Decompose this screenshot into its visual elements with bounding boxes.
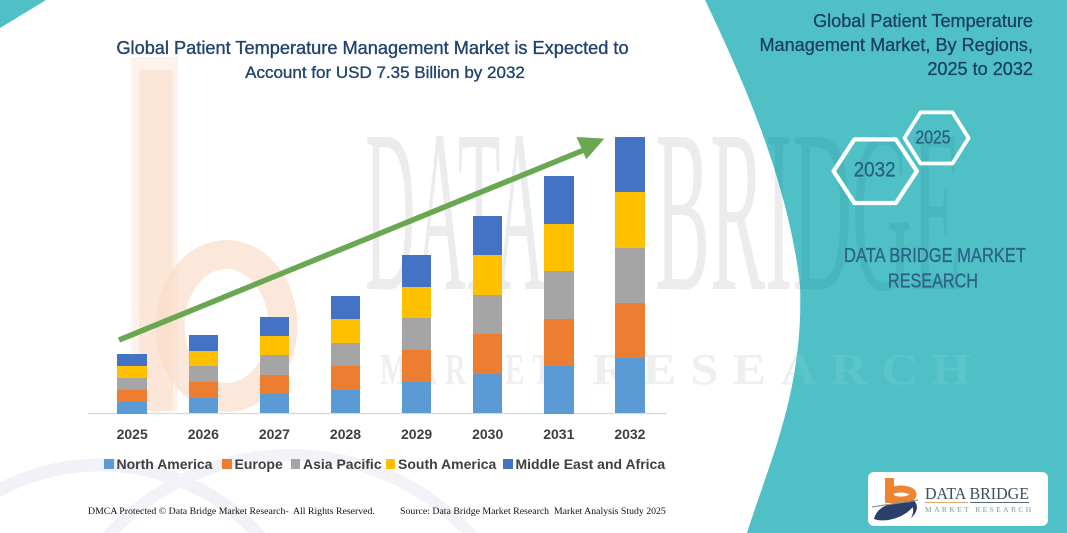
svg-text:RESEARCH: RESEARCH bbox=[888, 271, 978, 293]
svg-text:2032: 2032 bbox=[854, 159, 896, 182]
svg-text:MARKET RESEARCH: MARKET RESEARCH bbox=[925, 505, 1034, 514]
svg-text:DATA BRIDGE MARKET: DATA BRIDGE MARKET bbox=[844, 245, 1026, 267]
svg-text:DATA: DATA bbox=[365, 83, 545, 340]
svg-text:DATA BRIDGE: DATA BRIDGE bbox=[925, 484, 1029, 503]
svg-text:2025: 2025 bbox=[916, 127, 951, 148]
